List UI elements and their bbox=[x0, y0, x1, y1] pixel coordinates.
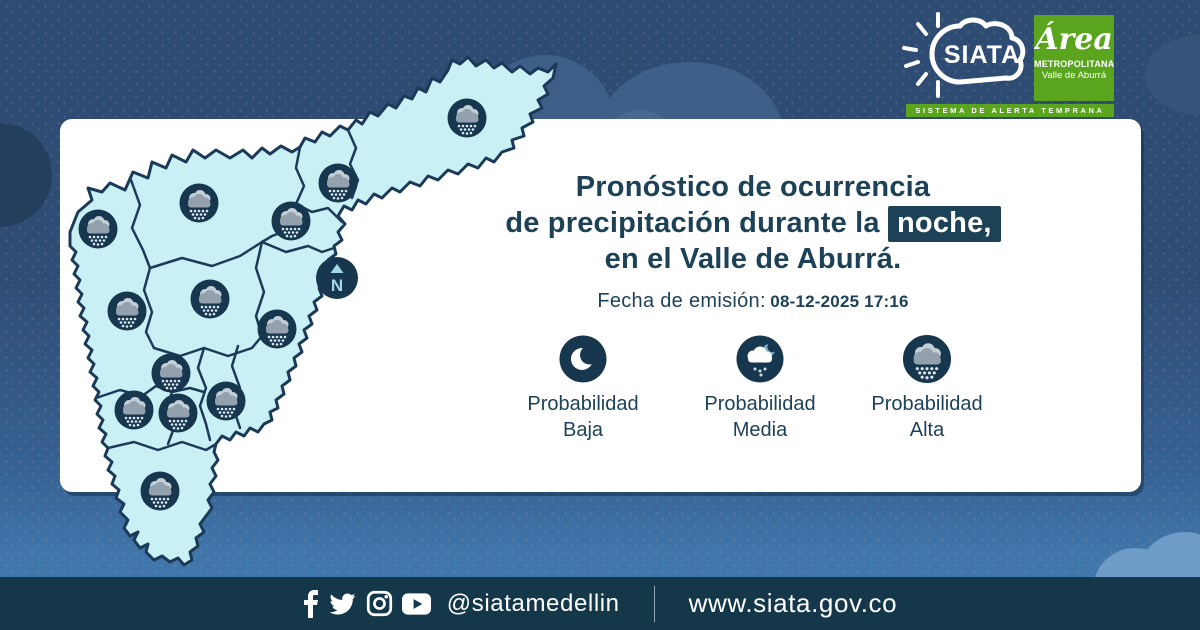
area-metropolitana-logo: Área METROPOLITANA Valle de Aburrá bbox=[1034, 15, 1114, 101]
header-logos: SIATA Área METROPOLITANA Valle de Aburrá… bbox=[898, 6, 1120, 117]
footer-divider bbox=[653, 585, 655, 622]
map-rain-icon bbox=[140, 471, 180, 511]
map-rain-icon bbox=[151, 353, 191, 393]
forecast-panel: Pronóstico de ocurrencia de precipitació… bbox=[470, 119, 1036, 492]
emission-date-row: Fecha de emisión: 08-12-2025 17:16 bbox=[470, 290, 1036, 313]
area-logo-script: Área bbox=[1035, 22, 1113, 57]
social-handle[interactable]: @siatamedellin bbox=[446, 589, 620, 617]
map-rain-icon bbox=[158, 393, 198, 433]
moon-icon bbox=[559, 335, 607, 383]
footer-bar: @siatamedellin www.siata.gov.co bbox=[0, 577, 1200, 630]
legend-baja-line1: Probabilidad bbox=[527, 393, 639, 415]
probability-legend: Probabilidad Baja Probabilidad Media bbox=[470, 335, 1036, 465]
title-line2: de precipitación durante la bbox=[505, 207, 880, 239]
page-title: Pronóstico de ocurrencia de precipitació… bbox=[470, 169, 1036, 277]
map-rain-icon bbox=[318, 163, 358, 203]
legend-alta-line2: Alta bbox=[909, 419, 945, 441]
emission-datetime: 08-12-2025 17:16 bbox=[770, 292, 909, 311]
map-rain-icon bbox=[271, 201, 311, 241]
map-rain-icon bbox=[78, 209, 118, 249]
instagram-icon[interactable] bbox=[366, 590, 393, 617]
website-link[interactable]: www.siata.gov.co bbox=[688, 588, 898, 618]
title-line3: en el Valle de Aburrá. bbox=[604, 243, 902, 275]
title-line1: Pronóstico de ocurrencia bbox=[575, 171, 931, 203]
legend-baja-line2: Baja bbox=[562, 419, 604, 441]
twitter-icon[interactable] bbox=[328, 591, 357, 617]
siata-logo-text: SIATA bbox=[944, 41, 1020, 69]
siata-tagline: SISTEMA DE ALERTA TEMPRANA bbox=[906, 104, 1114, 117]
legend-item-baja: Probabilidad Baja bbox=[498, 335, 668, 443]
facebook-icon[interactable] bbox=[303, 589, 319, 618]
area-logo-line3: Valle de Aburrá bbox=[1041, 70, 1107, 81]
emission-label: Fecha de emisión: bbox=[597, 290, 766, 312]
social-icons bbox=[303, 589, 431, 618]
legend-item-alta: Probabilidad Alta bbox=[842, 335, 1012, 443]
map-rain-icon bbox=[257, 309, 297, 349]
legend-item-media: Probabilidad Media bbox=[675, 335, 845, 443]
youtube-icon[interactable] bbox=[401, 592, 431, 615]
legend-media-line1: Probabilidad bbox=[704, 393, 816, 415]
cloud-heavy-rain-icon bbox=[903, 335, 951, 383]
title-highlight-noche: noche, bbox=[888, 206, 1001, 242]
map-rain-icon bbox=[206, 381, 246, 421]
north-label: N bbox=[331, 276, 343, 295]
cloud-drizzle-moon-icon bbox=[736, 335, 784, 383]
legend-alta-line1: Probabilidad bbox=[871, 393, 983, 415]
map-rain-icon bbox=[107, 291, 147, 331]
map-rain-icon bbox=[114, 390, 154, 430]
map-rain-icon bbox=[190, 279, 230, 319]
siata-logo: SIATA bbox=[902, 12, 1026, 98]
north-arrow-icon: N bbox=[316, 257, 358, 299]
area-logo-line2: METROPOLITANA bbox=[1034, 59, 1114, 69]
map-rain-icon bbox=[179, 183, 219, 223]
legend-media-line2: Media bbox=[732, 419, 788, 441]
